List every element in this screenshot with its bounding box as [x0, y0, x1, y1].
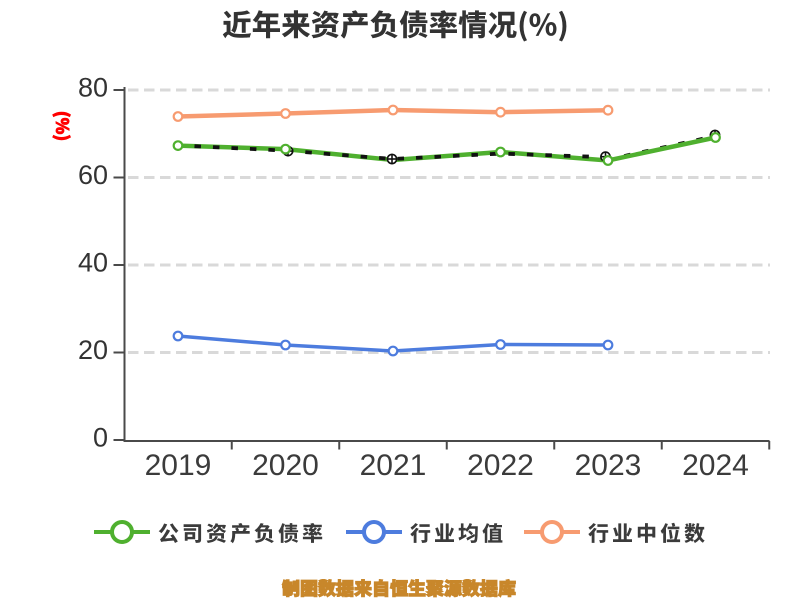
- svg-text:2021: 2021: [360, 449, 427, 482]
- svg-text:2023: 2023: [575, 449, 642, 482]
- svg-text:20: 20: [78, 335, 108, 365]
- svg-text:80: 80: [78, 73, 108, 103]
- svg-text:0: 0: [93, 423, 108, 453]
- svg-text:2019: 2019: [145, 449, 212, 482]
- svg-text:2024: 2024: [682, 449, 749, 482]
- svg-text:2022: 2022: [467, 449, 534, 482]
- svg-text:40: 40: [78, 248, 108, 278]
- svg-text:2020: 2020: [252, 449, 319, 482]
- svg-text:60: 60: [78, 160, 108, 190]
